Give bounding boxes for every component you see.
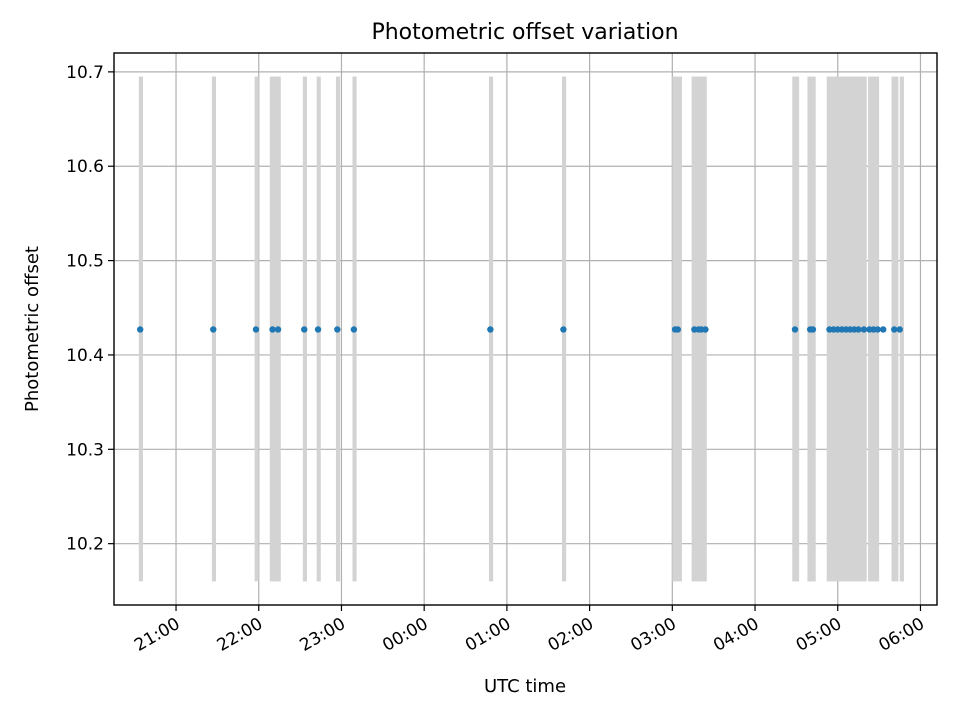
y-tick-label: 10.2 (66, 535, 104, 555)
data-point (334, 326, 341, 333)
x-tick-label: 06:00 (876, 614, 928, 656)
x-tick-label: 23:00 (297, 614, 349, 656)
plot-frame (113, 52, 938, 606)
x-axis-label: UTC time (484, 676, 566, 697)
x-tick-label: 05:00 (793, 614, 845, 656)
y-tick-label: 10.5 (66, 252, 104, 272)
data-point (560, 326, 567, 333)
data-point (350, 326, 358, 333)
data-point (880, 326, 887, 333)
chart-title: Photometric offset variation (371, 20, 678, 45)
y-tick-label: 10.3 (66, 440, 104, 460)
data-point (809, 326, 817, 333)
x-axis-ticks: 21:00 22:00 23:00 00:00 01:00 02:00 03:00 04:00… (131, 605, 928, 656)
data-point (674, 326, 682, 333)
y-axis-ticks: 10.2 10.3 10.4 10.5 10.6 10.7 (66, 63, 114, 555)
data-point (702, 326, 709, 333)
y-tick-label: 10.6 (66, 157, 104, 177)
data-point (874, 326, 881, 333)
data-point (269, 326, 276, 333)
data-point (210, 326, 217, 333)
data-point (860, 326, 868, 333)
x-tick-label: 00:00 (379, 614, 431, 656)
x-tick-label: 22:00 (214, 614, 266, 656)
data-point (896, 326, 903, 333)
data-points (136, 326, 903, 333)
data-point (301, 326, 308, 333)
data-point (855, 326, 862, 333)
data-point (791, 326, 799, 333)
data-point (314, 326, 322, 333)
data-point (891, 326, 898, 333)
x-tick-label: 01:00 (462, 614, 514, 656)
data-point (136, 326, 144, 333)
data-point (252, 326, 260, 333)
x-tick-label: 02:00 (545, 614, 597, 656)
data-point (274, 326, 282, 333)
y-axis-label: Photometric offset (22, 246, 43, 412)
x-tick-label: 04:00 (710, 614, 762, 656)
data-point (487, 326, 494, 333)
grid-lines (114, 53, 937, 605)
y-tick-label: 10.7 (66, 63, 104, 83)
x-tick-label: 03:00 (627, 614, 679, 656)
y-tick-label: 10.4 (66, 346, 104, 366)
x-tick-label: 21:00 (131, 614, 183, 656)
